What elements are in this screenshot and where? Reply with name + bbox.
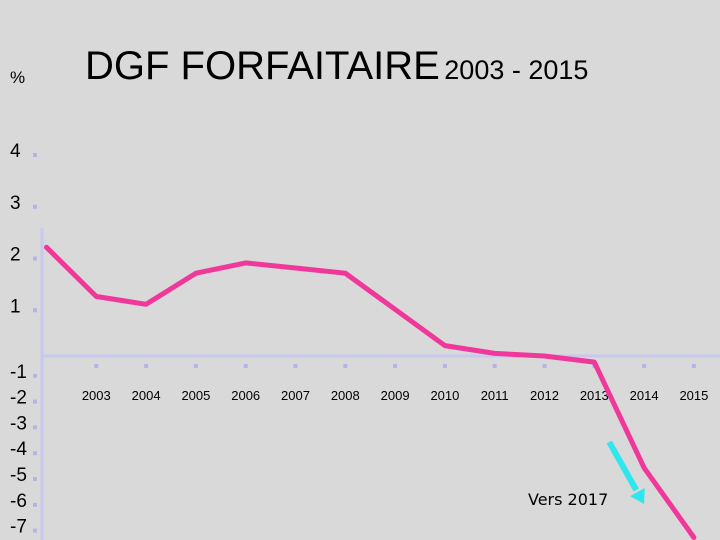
x-tick-marker	[243, 364, 248, 368]
x-tick-label: 2014	[630, 388, 659, 403]
y-tick-label: 3	[10, 193, 21, 214]
y-tick-label: 4	[10, 141, 21, 162]
x-tick-marker	[442, 364, 447, 368]
x-tick-marker	[343, 364, 348, 368]
x-tick-label: 2004	[132, 388, 161, 403]
y-tick-label: -7	[10, 517, 27, 538]
x-tick-marker	[542, 364, 547, 368]
x-tick-marker	[642, 364, 647, 368]
x-tick-label: 2005	[181, 388, 210, 403]
y-tick-marker	[33, 451, 37, 456]
y-tick-marker	[33, 502, 37, 507]
x-tick-label: 2012	[530, 388, 559, 403]
trend-arrow-head	[630, 487, 645, 504]
trend-arrow-shaft	[606, 440, 639, 492]
x-tick-label: 2009	[381, 388, 410, 403]
x-tick-marker	[492, 364, 497, 368]
x-tick-marker	[393, 364, 398, 368]
y-tick-marker	[33, 373, 37, 378]
chart-title-years: 2003 - 2015	[444, 55, 589, 85]
y-tick-label: -5	[10, 465, 27, 486]
y-tick-marker	[33, 204, 37, 209]
x-tick-label: 2015	[679, 388, 708, 403]
y-tick-marker	[33, 528, 37, 533]
y-tick-marker	[33, 399, 37, 404]
x-tick-label: 2007	[281, 388, 310, 403]
series-line	[44, 244, 697, 540]
y-tick-label: -3	[10, 413, 27, 434]
y-tick-marker	[33, 256, 37, 261]
x-tick-label: 2011	[481, 388, 509, 403]
x-tick-label: 2010	[430, 388, 459, 403]
x-tick-label: 2003	[82, 388, 111, 403]
y-tick-label: -4	[10, 439, 27, 460]
x-tick-marker	[293, 364, 298, 368]
x-tick-marker	[193, 364, 198, 368]
y-tick-label: -1	[10, 362, 27, 383]
x-tick-label: 2008	[331, 388, 360, 403]
y-tick-label: -2	[10, 388, 27, 409]
y-tick-label: -6	[10, 491, 27, 512]
chart-title-main: DGF FORFAITAIRE	[85, 44, 440, 88]
y-tick-label: 1	[10, 296, 21, 317]
chart-title: DGF FORFAITAIRE 2003 - 2015	[85, 44, 588, 89]
y-tick-marker	[33, 153, 37, 157]
x-tick-label: 2013	[580, 388, 609, 403]
x-tick-marker	[94, 364, 99, 368]
x-tick-marker	[144, 364, 149, 368]
y-tick-marker	[33, 477, 37, 481]
trend-annotation: Vers 2017	[528, 490, 609, 509]
x-tick-label: 2006	[231, 388, 260, 403]
y-tick-marker	[33, 308, 37, 313]
x-tick-marker	[691, 364, 696, 368]
y-axis-unit: %	[10, 68, 26, 87]
y-tick-label: 2	[10, 245, 21, 266]
y-tick-marker	[33, 425, 37, 430]
